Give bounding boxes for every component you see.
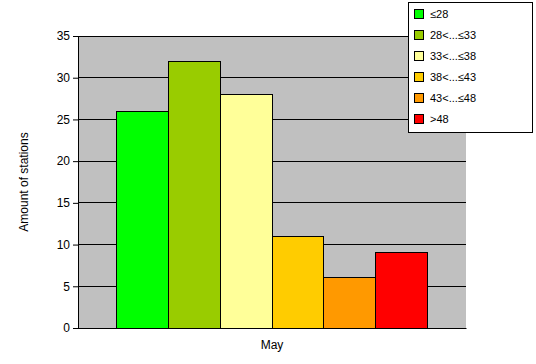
x-tick: May (261, 338, 284, 352)
bar (376, 253, 428, 328)
y-tick-label: 10 (57, 238, 71, 252)
y-tick: 20 (57, 154, 78, 168)
x-tick-label: May (261, 338, 284, 352)
y-tick-label: 25 (57, 113, 71, 127)
legend-label: 38<...≤43 (430, 71, 476, 83)
y-tick-label: 5 (63, 280, 70, 294)
y-tick: 25 (57, 113, 78, 127)
y-tick-mark (73, 78, 78, 79)
legend-label: 33<...≤38 (430, 50, 476, 62)
legend: ≤28 28<...≤33 33<...≤38 38<...≤43 43<...≤48 >… (408, 2, 532, 132)
y-tick-label: 15 (57, 196, 71, 210)
y-tick: 10 (57, 238, 78, 252)
y-axis-line (78, 37, 79, 329)
y-tick-mark (73, 161, 78, 162)
y-tick-mark (73, 286, 78, 287)
y-axis: 0 5 10 15 20 25 30 35 (57, 29, 79, 335)
bars (116, 61, 428, 328)
bar (272, 236, 324, 328)
legend-swatch (414, 114, 423, 123)
x-axis-line (79, 328, 467, 329)
y-tick: 35 (57, 29, 78, 43)
y-axis-title: Amount of stations (17, 132, 31, 231)
legend-swatch (414, 93, 423, 102)
y-tick-label: 35 (57, 29, 71, 43)
legend-label: ≤28 (430, 8, 448, 20)
bar (220, 94, 272, 328)
bar (168, 61, 220, 328)
y-tick-mark (73, 119, 78, 120)
legend-swatch (414, 72, 423, 81)
legend-label: 28<...≤33 (430, 29, 476, 41)
legend-swatch (414, 9, 423, 18)
y-tick-mark (73, 203, 78, 204)
y-tick-label: 30 (57, 71, 71, 85)
bar (116, 111, 168, 328)
legend-label: 43<...≤48 (430, 92, 476, 104)
x-axis: May (79, 329, 467, 352)
y-tick: 30 (57, 71, 78, 85)
y-tick-label: 20 (57, 154, 71, 168)
legend-swatch (414, 51, 423, 60)
y-tick: 15 (57, 196, 78, 210)
y-tick: 0 (63, 321, 78, 335)
y-tick-mark (73, 245, 78, 246)
y-tick-mark (73, 328, 78, 329)
legend-label: >48 (430, 113, 449, 125)
y-tick-label: 0 (63, 321, 70, 335)
y-tick-mark (73, 36, 78, 37)
y-tick: 5 (63, 280, 78, 294)
chart: 0 5 10 15 20 25 30 35 May Amount of stations ≤28 28… (0, 0, 536, 364)
legend-box (408, 2, 532, 132)
legend-swatch (414, 30, 423, 39)
bar (324, 278, 376, 328)
